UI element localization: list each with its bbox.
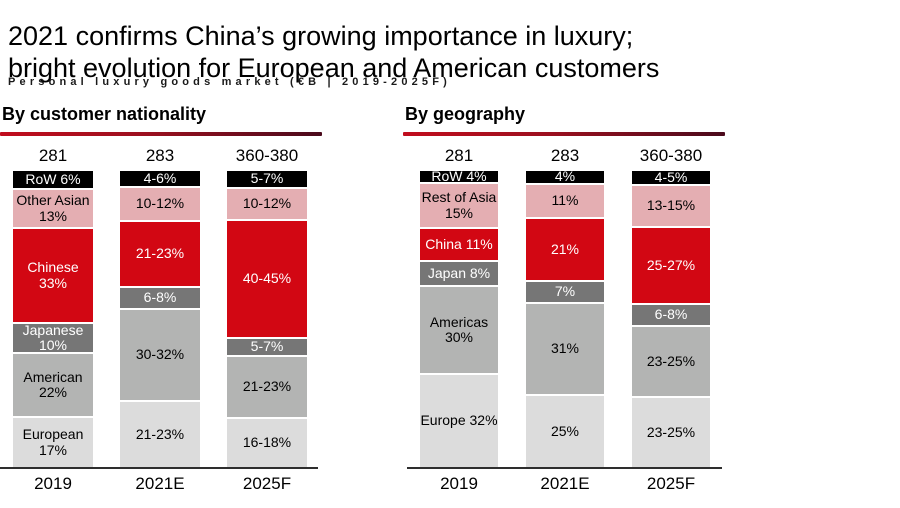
title-underline xyxy=(403,132,725,136)
segment-other-asian: 10-12% xyxy=(227,189,307,219)
bar-total-label: 281 xyxy=(444,146,474,165)
page-title-line1: 2021 confirms China’s growing importance… xyxy=(8,21,634,52)
segment-rest-of-asia: 13-15% xyxy=(632,186,710,226)
stacked-bar-2021E: 4-6% 10-12% 21-23% 6-8% 30-32% 21-23% xyxy=(120,170,200,467)
x-axis-category-label: 2021E xyxy=(135,474,185,493)
chart-title-geography: By geography xyxy=(405,104,526,124)
bar-total-label: 283 xyxy=(145,146,175,165)
segment-japan: Japan 8% xyxy=(420,262,498,285)
segment-row: 5-7% xyxy=(227,171,307,187)
bar-total-label: 281 xyxy=(38,146,68,165)
x-axis-category-label: 2021E xyxy=(540,474,590,493)
x-axis-category-label: 2019 xyxy=(34,474,72,493)
stacked-bar-2019: RoW 6% Other Asian 13% Chinese 33% Japanese… xyxy=(13,171,93,467)
segment-americas: 23-25% xyxy=(632,327,710,396)
x-axis-category-label: 2025F xyxy=(646,474,696,493)
segment-other-asian: 10-12% xyxy=(120,188,200,220)
segment-china: 25-27% xyxy=(632,228,710,303)
segment-chinese: 40-45% xyxy=(227,221,307,337)
segment-american: 30-32% xyxy=(120,310,200,400)
stacked-bar-2025F: 4-5% 13-15% 25-27% 6-8% 23-25% 23-25% xyxy=(632,169,710,467)
segment-europe: 23-25% xyxy=(632,398,710,467)
stacked-bar-2021E: 4% 11% 21% 7% 31% 25% xyxy=(526,169,604,467)
segment-american: American 22% xyxy=(13,354,93,416)
segment-chinese: 21-23% xyxy=(120,222,200,286)
segment-rest-of-asia: 11% xyxy=(526,185,604,217)
segment-japanese: Japanese 10% xyxy=(13,322,93,353)
bar-total-label: 283 xyxy=(550,146,580,165)
segment-china: 21% xyxy=(526,219,604,280)
segment-chinese: Chinese 33% xyxy=(13,229,93,322)
x-axis-line xyxy=(407,467,722,469)
page-title-line2: bright evolution for European and Americ… xyxy=(8,53,660,84)
segment-europe: 25% xyxy=(526,396,604,467)
stacked-bar-2019: RoW 4% Rest of Asia 15% China 11% Japan 8% A… xyxy=(420,168,498,467)
segment-europe: Europe 32% xyxy=(420,375,498,467)
segment-row: 4-6% xyxy=(120,170,200,186)
x-axis-category-label: 2019 xyxy=(440,474,478,493)
segment-row: RoW 4% xyxy=(420,168,498,184)
segment-american: 21-23% xyxy=(227,357,307,417)
chart-title-nationality: By customer nationality xyxy=(2,104,207,124)
segment-japan: 7% xyxy=(526,282,604,302)
stacked-bar-2025F: 5-7% 10-12% 40-45% 5-7% 21-23% 16-18% xyxy=(227,171,307,467)
segment-other-asian: Other Asian 13% xyxy=(13,190,93,227)
segment-japanese: 5-7% xyxy=(227,339,307,355)
x-axis-line xyxy=(0,467,318,469)
page-title: 2021 confirms China’s growing importance… xyxy=(8,20,659,84)
title-underline xyxy=(0,132,322,136)
segment-row: RoW 6% xyxy=(13,171,93,188)
segment-americas: 31% xyxy=(526,304,604,394)
chart-by-customer-nationality: By customer nationality 281 RoW 6% Other A… xyxy=(0,104,322,504)
segment-european: European 17% xyxy=(13,418,93,467)
segment-china: China 11% xyxy=(420,229,498,260)
segment-european: 21-23% xyxy=(120,402,200,467)
segment-european: 16-18% xyxy=(227,419,307,467)
segment-japan: 6-8% xyxy=(632,305,710,325)
chart-by-geography: By geography 281 RoW 4% Rest of Asia 15% Ch… xyxy=(403,104,725,504)
segment-rest-of-asia: Rest of Asia 15% xyxy=(420,184,498,227)
segment-americas: Americas 30% xyxy=(420,287,498,373)
page-subtitle: Personal luxury goods market (€B | 2019-… xyxy=(8,76,451,88)
bar-total-label: 360-380 xyxy=(235,146,299,165)
x-axis-category-label: 2025F xyxy=(242,474,292,493)
segment-row: 4-5% xyxy=(632,169,710,185)
segment-row: 4% xyxy=(526,169,604,184)
bar-total-label: 360-380 xyxy=(639,146,703,165)
segment-japanese: 6-8% xyxy=(120,288,200,308)
